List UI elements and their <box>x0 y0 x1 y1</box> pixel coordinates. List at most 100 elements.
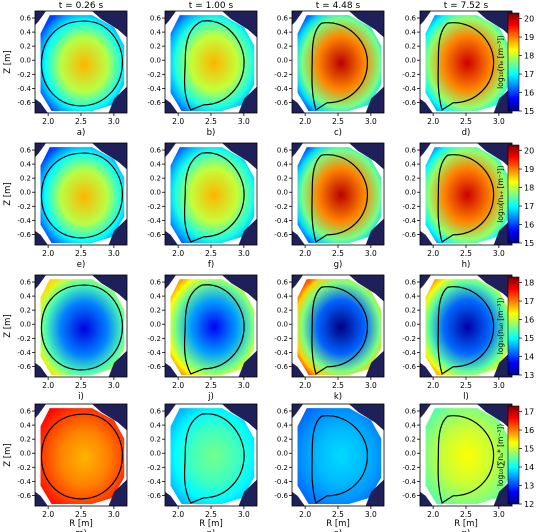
x-axis-label: R [m] <box>326 519 350 529</box>
panel-letter: p) <box>462 529 471 532</box>
y-tick-label: 0.6 <box>277 279 289 287</box>
y-tick-label: 0.6 <box>20 279 32 287</box>
x-tick-label: 2.0 <box>299 249 311 258</box>
colorbar-tick-label: 20 <box>524 147 534 156</box>
y-tick-label: 0.0 <box>150 189 161 197</box>
y-tick-label: -0.4 <box>147 478 161 486</box>
y-tick-label: 0.4 <box>405 161 417 169</box>
panel-p: 2.0 2.5 3.0 0.6 0.4 0.2 0.0 -0.2 -0.4 -0.6 R [m]p) <box>402 403 513 532</box>
y-tick-label: 0.0 <box>20 321 31 329</box>
panel-h: 2.0 2.5 3.0 0.6 0.4 0.2 0.0 -0.2 -0.4 -0.6 h) <box>402 142 513 270</box>
x-tick-label: 3.0 <box>108 117 120 126</box>
colorbar-tick-label: 16 <box>524 426 534 435</box>
y-tick-label: -0.4 <box>402 478 416 486</box>
x-tick-label: 2.5 <box>205 117 217 126</box>
panel-c: 2.0 2.5 3.0 0.6 0.4 0.2 0.0 -0.2 -0.4 -0.6 c) <box>274 10 385 138</box>
y-tick-label: 0.2 <box>20 43 31 51</box>
y-tick-label: -0.2 <box>17 335 31 343</box>
y-tick-label: -0.6 <box>17 231 31 239</box>
panel-i: 2.0 2.5 3.0 0.6 0.4 0.2 0.0 -0.2 -0.4 -0.6 i) <box>17 274 128 402</box>
y-tick-label: 0.4 <box>150 29 162 37</box>
panel-j: 2.0 2.5 3.0 0.6 0.4 0.2 0.0 -0.2 -0.4 -0.6 j) <box>147 274 258 402</box>
x-tick-label: 3.0 <box>365 249 377 258</box>
colorbars: 15 16 17 18 19 20 log₁₀(nₑ [m⁻³]) 15 16 17 18 19 20 l… <box>496 12 534 509</box>
separatrix-line <box>312 416 367 503</box>
y-tick-label: -0.4 <box>402 217 416 225</box>
wall-structure <box>222 404 257 431</box>
panel-k: 2.0 2.5 3.0 0.6 0.4 0.2 0.0 -0.2 -0.4 -0.6 k) <box>274 274 385 402</box>
density-map <box>297 147 382 243</box>
y-tick-label: 0.2 <box>277 436 288 444</box>
wall-structure <box>365 86 384 113</box>
y-tick-label: 0.4 <box>277 422 289 430</box>
y-tick-label: -0.6 <box>274 492 288 500</box>
y-tick-label: -0.2 <box>17 71 31 79</box>
wall-structure <box>35 491 48 506</box>
panel-letter: d) <box>462 128 471 138</box>
separatrix-line <box>185 414 245 503</box>
colorbar-4: 12 13 14 15 16 17 log₁₀(∑nₐ* [m⁻³]) <box>496 405 534 509</box>
density-map <box>297 279 382 375</box>
colorbar-gradient <box>507 276 520 376</box>
wall-structure <box>420 11 432 26</box>
y-tick-label: 0.6 <box>20 408 32 416</box>
wall-structure <box>349 143 384 170</box>
wall-structure <box>238 479 257 506</box>
colorbar-tick-label: 17 <box>524 297 534 306</box>
x-tick-label: 2.5 <box>332 117 344 126</box>
y-tick-label: 0.0 <box>150 57 161 65</box>
wall-structure <box>349 11 384 38</box>
y-tick-label: -0.4 <box>17 217 31 225</box>
wall-structure <box>165 491 178 506</box>
wall-structure <box>92 275 127 302</box>
colorbar-tick-label: 19 <box>524 165 534 174</box>
y-tick-label: 0.4 <box>20 422 32 430</box>
wall-structure <box>108 350 127 377</box>
panel-letter: a) <box>77 128 86 138</box>
wall-structure <box>35 11 47 26</box>
panel-b: 2.0 2.5 3.0 0.6 0.4 0.2 0.0 -0.2 -0.4 -0.6 b) <box>147 10 258 138</box>
separatrix-line <box>312 155 367 242</box>
colorbar-tick-label: 16 <box>524 89 534 98</box>
y-tick-label: 0.6 <box>405 408 417 416</box>
density-map <box>297 15 382 111</box>
wall-structure <box>165 143 177 158</box>
y-tick-label: 0.4 <box>20 293 32 301</box>
y-tick-label: -0.6 <box>17 492 31 500</box>
y-tick-label: -0.4 <box>402 85 416 93</box>
x-tick-label: 2.5 <box>460 117 472 126</box>
y-tick-label: 0.6 <box>405 279 417 287</box>
x-tick-label: 3.0 <box>108 510 120 519</box>
y-tick-label: 0.0 <box>405 189 416 197</box>
y-tick-label: -0.6 <box>402 231 416 239</box>
y-axis-label: Z [m] <box>3 50 13 73</box>
y-axis-label: Z [m] <box>3 443 13 466</box>
colorbar-tick-label: 13 <box>524 482 534 491</box>
x-tick-label: 2.0 <box>172 510 184 519</box>
wall-structure <box>493 86 512 113</box>
wall-structure <box>222 11 257 38</box>
y-tick-label: 0.2 <box>277 43 288 51</box>
x-tick-label: 2.0 <box>42 249 54 258</box>
colorbar-label: log₁₀(∑nₐ* [m⁻³]) <box>496 424 505 486</box>
panel-letter: n) <box>207 529 216 532</box>
y-tick-label: 0.2 <box>405 436 416 444</box>
y-tick-label: 0.6 <box>150 147 162 155</box>
x-tick-label: 2.5 <box>75 249 87 258</box>
y-axis-label: Z [m] <box>3 182 13 205</box>
y-tick-label: 0.2 <box>405 43 416 51</box>
y-tick-label: 0.0 <box>405 57 416 65</box>
x-tick-label: 2.0 <box>172 249 184 258</box>
wall-structure <box>420 404 432 419</box>
colorbar-gradient <box>507 12 520 112</box>
column-title-3: t = 4.48 s <box>316 1 361 11</box>
wall-structure <box>292 11 304 26</box>
y-tick-label: -0.6 <box>147 363 161 371</box>
x-tick-label: 2.0 <box>42 117 54 126</box>
colorbar-gradient <box>507 405 520 505</box>
x-tick-label: 2.0 <box>427 381 439 390</box>
panel-d: 2.0 2.5 3.0 0.6 0.4 0.2 0.0 -0.2 -0.4 -0.6 d) <box>402 10 513 138</box>
x-tick-label: 2.5 <box>332 381 344 390</box>
colorbar-tick-label: 15 <box>524 334 534 343</box>
